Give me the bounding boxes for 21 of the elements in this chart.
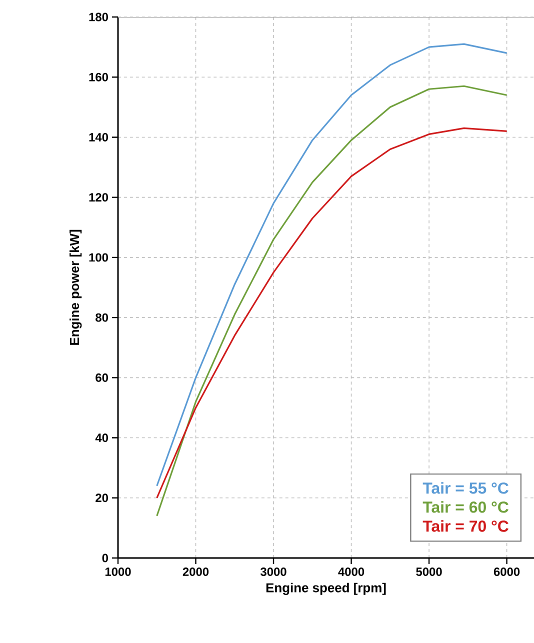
x-tick-label: 2000 [182,568,209,576]
x-tick-label: 3000 [260,568,286,576]
y-tick-label: 140 [89,132,108,142]
y-tick-label: 180 [89,12,108,22]
x-tick-label: 5000 [416,568,442,576]
y-tick-label: 60 [96,373,108,382]
y-tick-label: 20 [96,494,108,502]
x-tick-label: 4000 [338,568,364,576]
x-axis-title: Engine speed [rpm] [266,582,386,595]
y-tick-label: 0 [102,554,108,562]
text: Tair = 70 °C [422,520,508,532]
y-tick-label: 120 [89,193,108,202]
text: Tair = 55 °C [422,482,508,494]
y-axis-title: Engine power [kW] [70,230,82,345]
x-tick-label: 6000 [494,568,520,576]
y-tick-label: 40 [95,434,108,442]
x-tick-label: 1000 [105,568,131,576]
y-tick-label: 160 [89,72,108,82]
y-tick-label: 80 [96,313,108,322]
text: Tair = 60 °C [422,501,508,513]
y-tick-label: 100 [89,253,108,262]
